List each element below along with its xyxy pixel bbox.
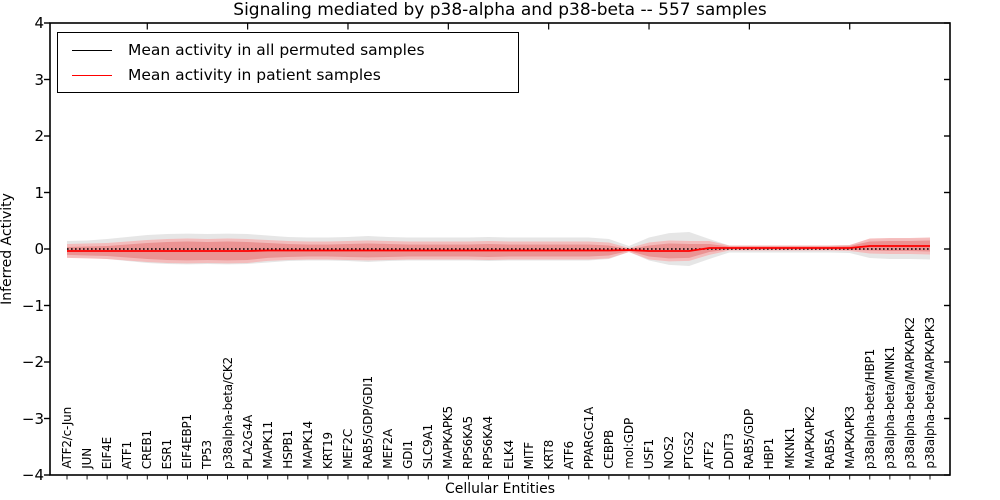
x-tick-label: MITF: [521, 441, 536, 469]
x-tick-label: MAPK14: [300, 421, 315, 469]
x-tick-label: ELK4: [501, 440, 516, 469]
x-tick-label: p38alpha-beta/MNK1: [882, 346, 897, 469]
y-tick-label: −3: [21, 409, 44, 428]
x-tick-label: HBP1: [762, 437, 777, 469]
x-tick-label: mol:GDP: [621, 418, 636, 469]
x-tick-label: RPS6KA4: [481, 416, 496, 469]
x-tick-label: ATF1: [120, 440, 135, 469]
y-tick-label: 3: [34, 70, 44, 89]
x-tick-label: CREB1: [140, 429, 155, 469]
legend-row-permuted: Mean activity in all permuted samples: [72, 41, 518, 59]
patient-mean-line: [67, 245, 930, 252]
x-tick-label: DDIT3: [722, 433, 737, 469]
x-tick-label: RAB5/GDP: [742, 408, 757, 469]
x-tick-label: MAPKAPK5: [441, 406, 456, 469]
y-tick-label: −2: [21, 353, 44, 371]
x-tick-label: ESR1: [160, 438, 175, 469]
x-tick-label: MAPKAPK3: [842, 406, 857, 469]
x-tick-label: PTGS2: [682, 430, 697, 469]
x-axis-label: Cellular Entities: [444, 481, 556, 497]
x-tick-label: TP53: [200, 439, 215, 469]
x-tick-label: p38alpha-beta/MAPKAPK3: [923, 317, 937, 469]
x-tick-label: HSPB1: [280, 430, 295, 469]
x-tick-label: RPS6KA5: [461, 416, 476, 469]
x-tick-label: KRT8: [541, 439, 556, 470]
x-tick-label: ATF2/c-Jun: [60, 407, 74, 469]
x-tick-label: MAPKAPK2: [802, 406, 817, 469]
chart-title: Signaling mediated by p38-alpha and p38-…: [233, 0, 767, 20]
legend-row-patient: Mean activity in patient samples: [72, 66, 518, 84]
x-tick-label: MEF2C: [340, 429, 355, 469]
y-tick-label: 2: [34, 127, 44, 145]
x-tick-label: GDI1: [401, 440, 416, 469]
x-tick-label: JUN: [80, 448, 95, 469]
x-tick-label: PLA2G4A: [240, 415, 255, 469]
x-tick-label: p38alpha-beta/CK2: [220, 356, 235, 469]
x-tick-label: MAPK11: [260, 421, 275, 469]
x-tick-label: ATF2: [702, 440, 717, 469]
y-tick-label: 1: [34, 183, 44, 202]
x-tick-label: SLC9A1: [421, 424, 436, 469]
x-tick-label: MEF2A: [381, 429, 396, 469]
legend-label-permuted: Mean activity in all permuted samples: [128, 41, 425, 59]
y-tick-label: 0: [34, 240, 44, 258]
x-tick-label: KRT19: [320, 432, 335, 469]
permuted-line-swatch: [72, 49, 112, 51]
x-tick-label: EIF4EBP1: [180, 414, 195, 469]
y-tick-label: −4: [21, 466, 44, 484]
legend-label-patient: Mean activity in patient samples: [128, 66, 381, 84]
x-tick-label: NOS2: [662, 436, 677, 469]
x-tick-label: MKNK1: [782, 427, 797, 469]
x-tick-label: RAB5A: [822, 429, 837, 469]
patient-line-swatch: [72, 74, 112, 76]
y-tick-label: −1: [21, 296, 44, 315]
x-tick-label: EIF4E: [100, 436, 115, 469]
y-tick-label: 4: [34, 14, 44, 32]
x-tick-label: p38alpha-beta/MAPKAPK2: [902, 317, 917, 469]
x-tick-label: p38alpha-beta/HBP1: [862, 348, 877, 469]
x-tick-label: CEBPB: [601, 430, 616, 469]
x-tick-label: RAB5/GDP/GDI1: [361, 376, 376, 469]
x-tick-label: ATF6: [561, 440, 576, 469]
legend: Mean activity in all permuted samples Me…: [57, 32, 519, 93]
x-tick-label: USF1: [642, 438, 657, 469]
x-tick-label: PPARGC1A: [581, 406, 596, 469]
